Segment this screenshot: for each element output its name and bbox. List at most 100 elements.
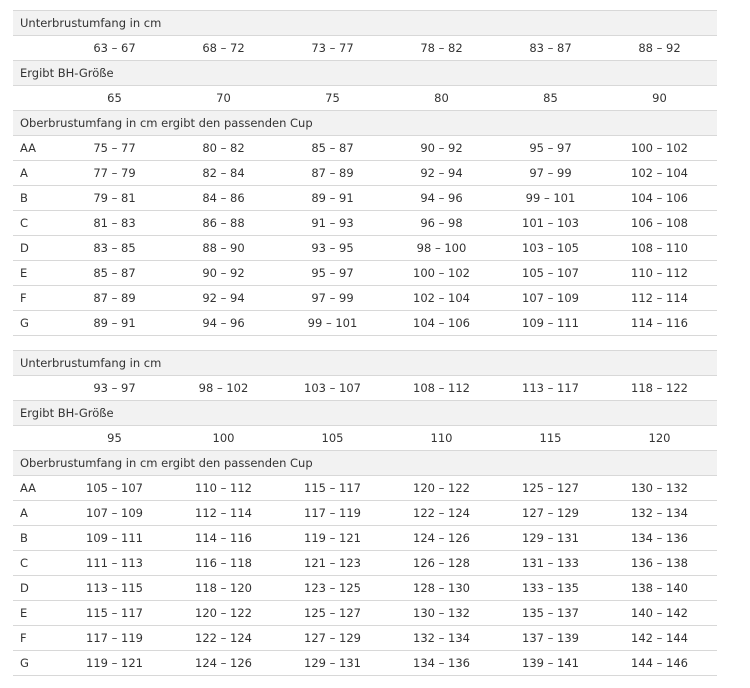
value-row: AA 105 – 107 110 – 112 115 – 117 120 – 122 12… — [13, 476, 717, 501]
value-row: 63 – 67 68 – 72 73 – 77 78 – 82 83 – 87 88 – … — [13, 36, 717, 61]
value-cell: 105 — [321, 431, 344, 445]
value-cell: 120 – 122 — [195, 606, 252, 620]
cup-label: B — [20, 191, 28, 205]
value-cell: 75 — [325, 91, 340, 105]
value-cell: 103 – 105 — [522, 241, 579, 255]
value-cell: 115 — [539, 431, 562, 445]
cup-label: G — [20, 316, 29, 330]
value-cell: 130 – 132 — [631, 481, 688, 495]
value-cell: 101 – 103 — [522, 216, 579, 230]
value-cell: 138 – 140 — [631, 581, 688, 595]
value-cell: 119 – 121 — [304, 531, 361, 545]
value-cell: 82 – 84 — [202, 166, 245, 180]
value-row: G 89 – 91 94 – 96 99 – 101 104 – 106 109 – 11… — [13, 311, 717, 336]
value-row: C 81 – 83 86 – 88 91 – 93 96 – 98 101 – 103 10… — [13, 211, 717, 236]
value-cell: 99 – 101 — [525, 191, 576, 205]
cup-label: AA — [20, 481, 37, 495]
value-cell: 116 – 118 — [195, 556, 252, 570]
value-cell: 100 — [212, 431, 235, 445]
value-cell: 79 – 81 — [93, 191, 136, 205]
section-header: Oberbrustumfang in cm ergibt den passend… — [13, 451, 717, 476]
value-cell: 123 – 125 — [304, 581, 361, 595]
value-cell: 96 – 98 — [420, 216, 463, 230]
value-cell: 125 – 127 — [522, 481, 579, 495]
value-cell: 83 – 87 — [529, 41, 572, 55]
value-cell: 137 – 139 — [522, 631, 579, 645]
value-cell: 70 — [216, 91, 231, 105]
cup-label: C — [20, 216, 29, 230]
value-cell: 124 – 126 — [195, 656, 252, 670]
value-cell: 142 – 144 — [631, 631, 688, 645]
value-cell: 110 – 112 — [631, 266, 688, 280]
value-cell: 85 – 87 — [311, 141, 354, 155]
value-cell: 102 – 104 — [631, 166, 688, 180]
value-cell: 84 – 86 — [202, 191, 245, 205]
value-row: C 111 – 113 116 – 118 121 – 123 126 – 128 131… — [13, 551, 717, 576]
value-cell: 78 – 82 — [420, 41, 463, 55]
value-cell: 85 – 87 — [93, 266, 136, 280]
value-cell: 113 – 117 — [522, 381, 579, 395]
value-cell: 144 – 146 — [631, 656, 688, 670]
value-cell: 133 – 135 — [522, 581, 579, 595]
value-cell: 125 – 127 — [304, 606, 361, 620]
value-cell: 83 – 85 — [93, 241, 136, 255]
value-cell: 112 – 114 — [195, 506, 252, 520]
value-cell: 95 — [107, 431, 122, 445]
value-cell: 104 – 106 — [631, 191, 688, 205]
value-cell: 104 – 106 — [413, 316, 470, 330]
section-label: Ergibt BH-Größe — [20, 406, 114, 420]
value-cell: 81 – 83 — [93, 216, 136, 230]
value-row: D 113 – 115 118 – 120 123 – 125 128 – 130 133… — [13, 576, 717, 601]
value-cell: 97 – 99 — [529, 166, 572, 180]
value-cell: 86 – 88 — [202, 216, 245, 230]
cup-label: E — [20, 266, 28, 280]
value-cell: 85 — [543, 91, 558, 105]
value-cell: 73 – 77 — [311, 41, 354, 55]
section-header: Unterbrustumfang in cm — [13, 351, 717, 376]
value-cell: 94 – 96 — [420, 191, 463, 205]
value-cell: 93 – 95 — [311, 241, 354, 255]
value-cell: 121 – 123 — [304, 556, 361, 570]
value-row: B 109 – 111 114 – 116 119 – 121 124 – 126 129… — [13, 526, 717, 551]
cup-label: D — [20, 241, 29, 255]
value-cell: 119 – 121 — [86, 656, 143, 670]
value-row: E 115 – 117 120 – 122 125 – 127 130 – 132 135… — [13, 601, 717, 626]
cup-label: A — [20, 506, 28, 520]
value-cell: 117 – 119 — [304, 506, 361, 520]
value-cell: 80 – 82 — [202, 141, 245, 155]
value-row: B 79 – 81 84 – 86 89 – 91 94 – 96 99 – 101 104… — [13, 186, 717, 211]
value-cell: 134 – 136 — [631, 531, 688, 545]
cup-label: B — [20, 531, 28, 545]
value-cell: 93 – 97 — [93, 381, 136, 395]
value-cell: 124 – 126 — [413, 531, 470, 545]
value-row: 65 70 75 80 85 90 — [13, 86, 717, 111]
cup-label: A — [20, 166, 28, 180]
value-cell: 122 – 124 — [195, 631, 252, 645]
value-cell: 127 – 129 — [522, 506, 579, 520]
value-cell: 90 – 92 — [420, 141, 463, 155]
section-label: Ergibt BH-Größe — [20, 66, 114, 80]
value-cell: 80 — [434, 91, 449, 105]
value-cell: 139 – 141 — [522, 656, 579, 670]
value-cell: 117 – 119 — [86, 631, 143, 645]
cup-label: AA — [20, 141, 37, 155]
value-row: F 87 – 89 92 – 94 97 – 99 102 – 104 107 – 109… — [13, 286, 717, 311]
section-header: Unterbrustumfang in cm — [13, 11, 717, 36]
value-cell: 128 – 130 — [413, 581, 470, 595]
value-cell: 112 – 114 — [631, 291, 688, 305]
value-row: AA 75 – 77 80 – 82 85 – 87 90 – 92 95 – 97 100… — [13, 136, 717, 161]
value-cell: 110 – 112 — [195, 481, 252, 495]
section-label: Oberbrustumfang in cm ergibt den passend… — [20, 116, 313, 130]
cup-label: E — [20, 606, 28, 620]
cup-label: C — [20, 556, 29, 570]
value-cell: 109 – 111 — [86, 531, 143, 545]
value-cell: 129 – 131 — [522, 531, 579, 545]
value-cell: 92 – 94 — [420, 166, 463, 180]
value-cell: 110 — [430, 431, 453, 445]
value-cell: 63 – 67 — [93, 41, 136, 55]
value-cell: 95 – 97 — [529, 141, 572, 155]
value-cell: 122 – 124 — [413, 506, 470, 520]
value-cell: 92 – 94 — [202, 291, 245, 305]
value-cell: 65 — [107, 91, 122, 105]
value-cell: 107 – 109 — [522, 291, 579, 305]
